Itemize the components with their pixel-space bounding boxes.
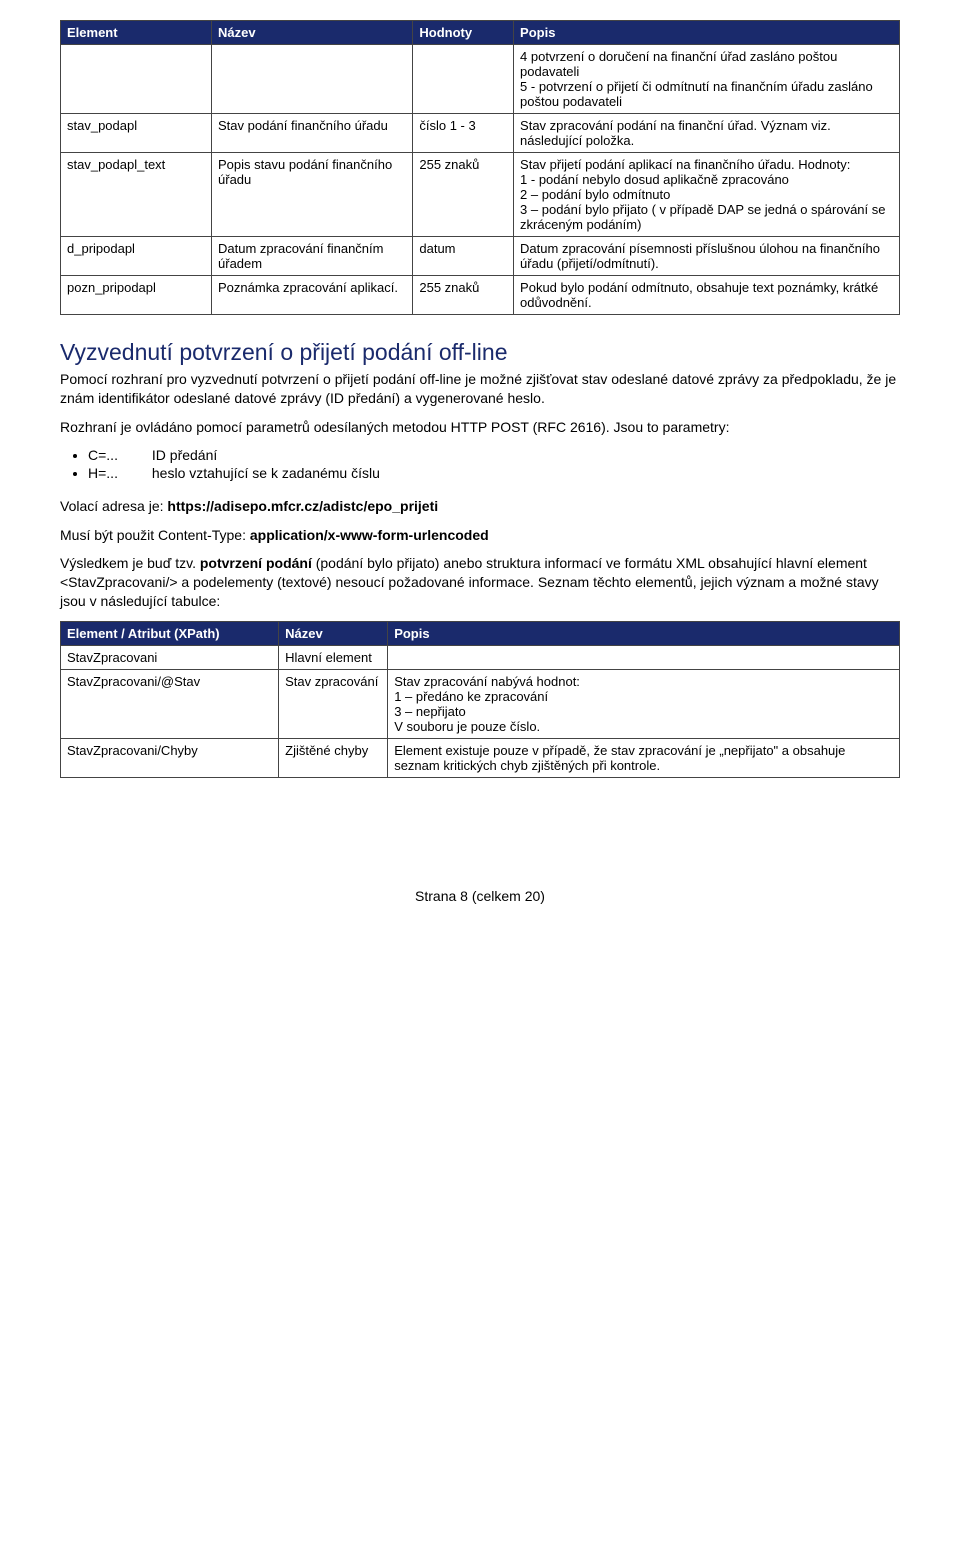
parameter-list: C=... ID předáníH=... heslo vztahující s… [88,447,900,481]
table-row: d_pripodaplDatum zpracování finančním úř… [61,237,900,276]
table-cell: Stav zpracování nabývá hodnot: 1 – předá… [388,670,900,739]
table-cell: Stav přijetí podání aplikací na finanční… [514,153,900,237]
table-cell: d_pripodapl [61,237,212,276]
table-cell: stav_podapl [61,114,212,153]
table-header-row: Element Název Hodnoty Popis [61,21,900,45]
paragraph-result: Výsledkem je buď tzv. potvrzení podání (… [60,554,900,611]
result-prefix: Výsledkem je buď tzv. [60,555,200,571]
table-cell: Popis stavu podání finančního úřadu [212,153,413,237]
table-row: stav_podaplStav podání finančního úřaduč… [61,114,900,153]
table-cell: 4 potvrzení o doručení na finanční úřad … [514,45,900,114]
table-row: StavZpracovaniHlavní element [61,646,900,670]
table-cell: Element existuje pouze v případě, že sta… [388,739,900,778]
table-cell: 255 znaků [413,153,514,237]
elements-table-2: Element / Atribut (XPath) Název Popis St… [60,621,900,778]
param-item: H=... heslo vztahující se k zadanému čís… [88,465,900,481]
table-header-row: Element / Atribut (XPath) Název Popis [61,622,900,646]
table-cell [388,646,900,670]
table-cell: Hlavní element [279,646,388,670]
th-name: Název [212,21,413,45]
table-row: pozn_pripodaplPoznámka zpracování aplika… [61,276,900,315]
content-type-value: application/x-www-form-urlencoded [250,527,489,543]
table-cell: Stav zpracování podání na finanční úřad.… [514,114,900,153]
table-cell: StavZpracovani [61,646,279,670]
line-address: Volací adresa je: https://adisepo.mfcr.c… [60,497,900,516]
table-row: StavZpracovani/@StavStav zpracováníStav … [61,670,900,739]
table-cell [212,45,413,114]
table-cell: Stav zpracování [279,670,388,739]
table-row: 4 potvrzení o doručení na finanční úřad … [61,45,900,114]
result-bold: potvrzení podání [200,555,312,571]
page-footer: Strana 8 (celkem 20) [60,888,900,904]
table-cell [61,45,212,114]
paragraph-intro-1: Pomocí rozhraní pro vyzvednutí potvrzení… [60,370,900,408]
param-desc: heslo vztahující se k zadanému číslu [152,465,380,481]
table-cell: datum [413,237,514,276]
th-values: Hodnoty [413,21,514,45]
param-label: H=... [88,465,148,481]
line-content-type: Musí být použit Content-Type: applicatio… [60,526,900,545]
table-cell: číslo 1 - 3 [413,114,514,153]
th-desc: Popis [514,21,900,45]
page-content: Element Název Hodnoty Popis 4 potvrzení … [0,0,960,944]
table-cell: Stav podání finančního úřadu [212,114,413,153]
table-cell: pozn_pripodapl [61,276,212,315]
paragraph-intro-2: Rozhraní je ovládáno pomocí parametrů od… [60,418,900,437]
address-url: https://adisepo.mfcr.cz/adistc/epo_prije… [167,498,438,514]
table-cell [413,45,514,114]
table-cell: Poznámka zpracování aplikací. [212,276,413,315]
th-xpath: Element / Atribut (XPath) [61,622,279,646]
address-prefix: Volací adresa je: [60,498,167,514]
th-name: Název [279,622,388,646]
table-cell: Datum zpracování finančním úřadem [212,237,413,276]
table-cell: 255 znaků [413,276,514,315]
param-desc: ID předání [152,447,217,463]
table-cell: stav_podapl_text [61,153,212,237]
table-row: stav_podapl_textPopis stavu podání finan… [61,153,900,237]
table-row: StavZpracovani/ChybyZjištěné chybyElemen… [61,739,900,778]
table-cell: StavZpracovani/Chyby [61,739,279,778]
table-cell: Datum zpracování písemnosti příslušnou ú… [514,237,900,276]
elements-table-1: Element Název Hodnoty Popis 4 potvrzení … [60,20,900,315]
th-element: Element [61,21,212,45]
th-desc: Popis [388,622,900,646]
table-cell: StavZpracovani/@Stav [61,670,279,739]
table-cell: Pokud bylo podání odmítnuto, obsahuje te… [514,276,900,315]
content-type-prefix: Musí být použit Content-Type: [60,527,250,543]
param-item: C=... ID předání [88,447,900,463]
param-label: C=... [88,447,148,463]
table-cell: Zjištěné chyby [279,739,388,778]
section-heading: Vyzvednutí potvrzení o přijetí podání of… [60,339,900,366]
